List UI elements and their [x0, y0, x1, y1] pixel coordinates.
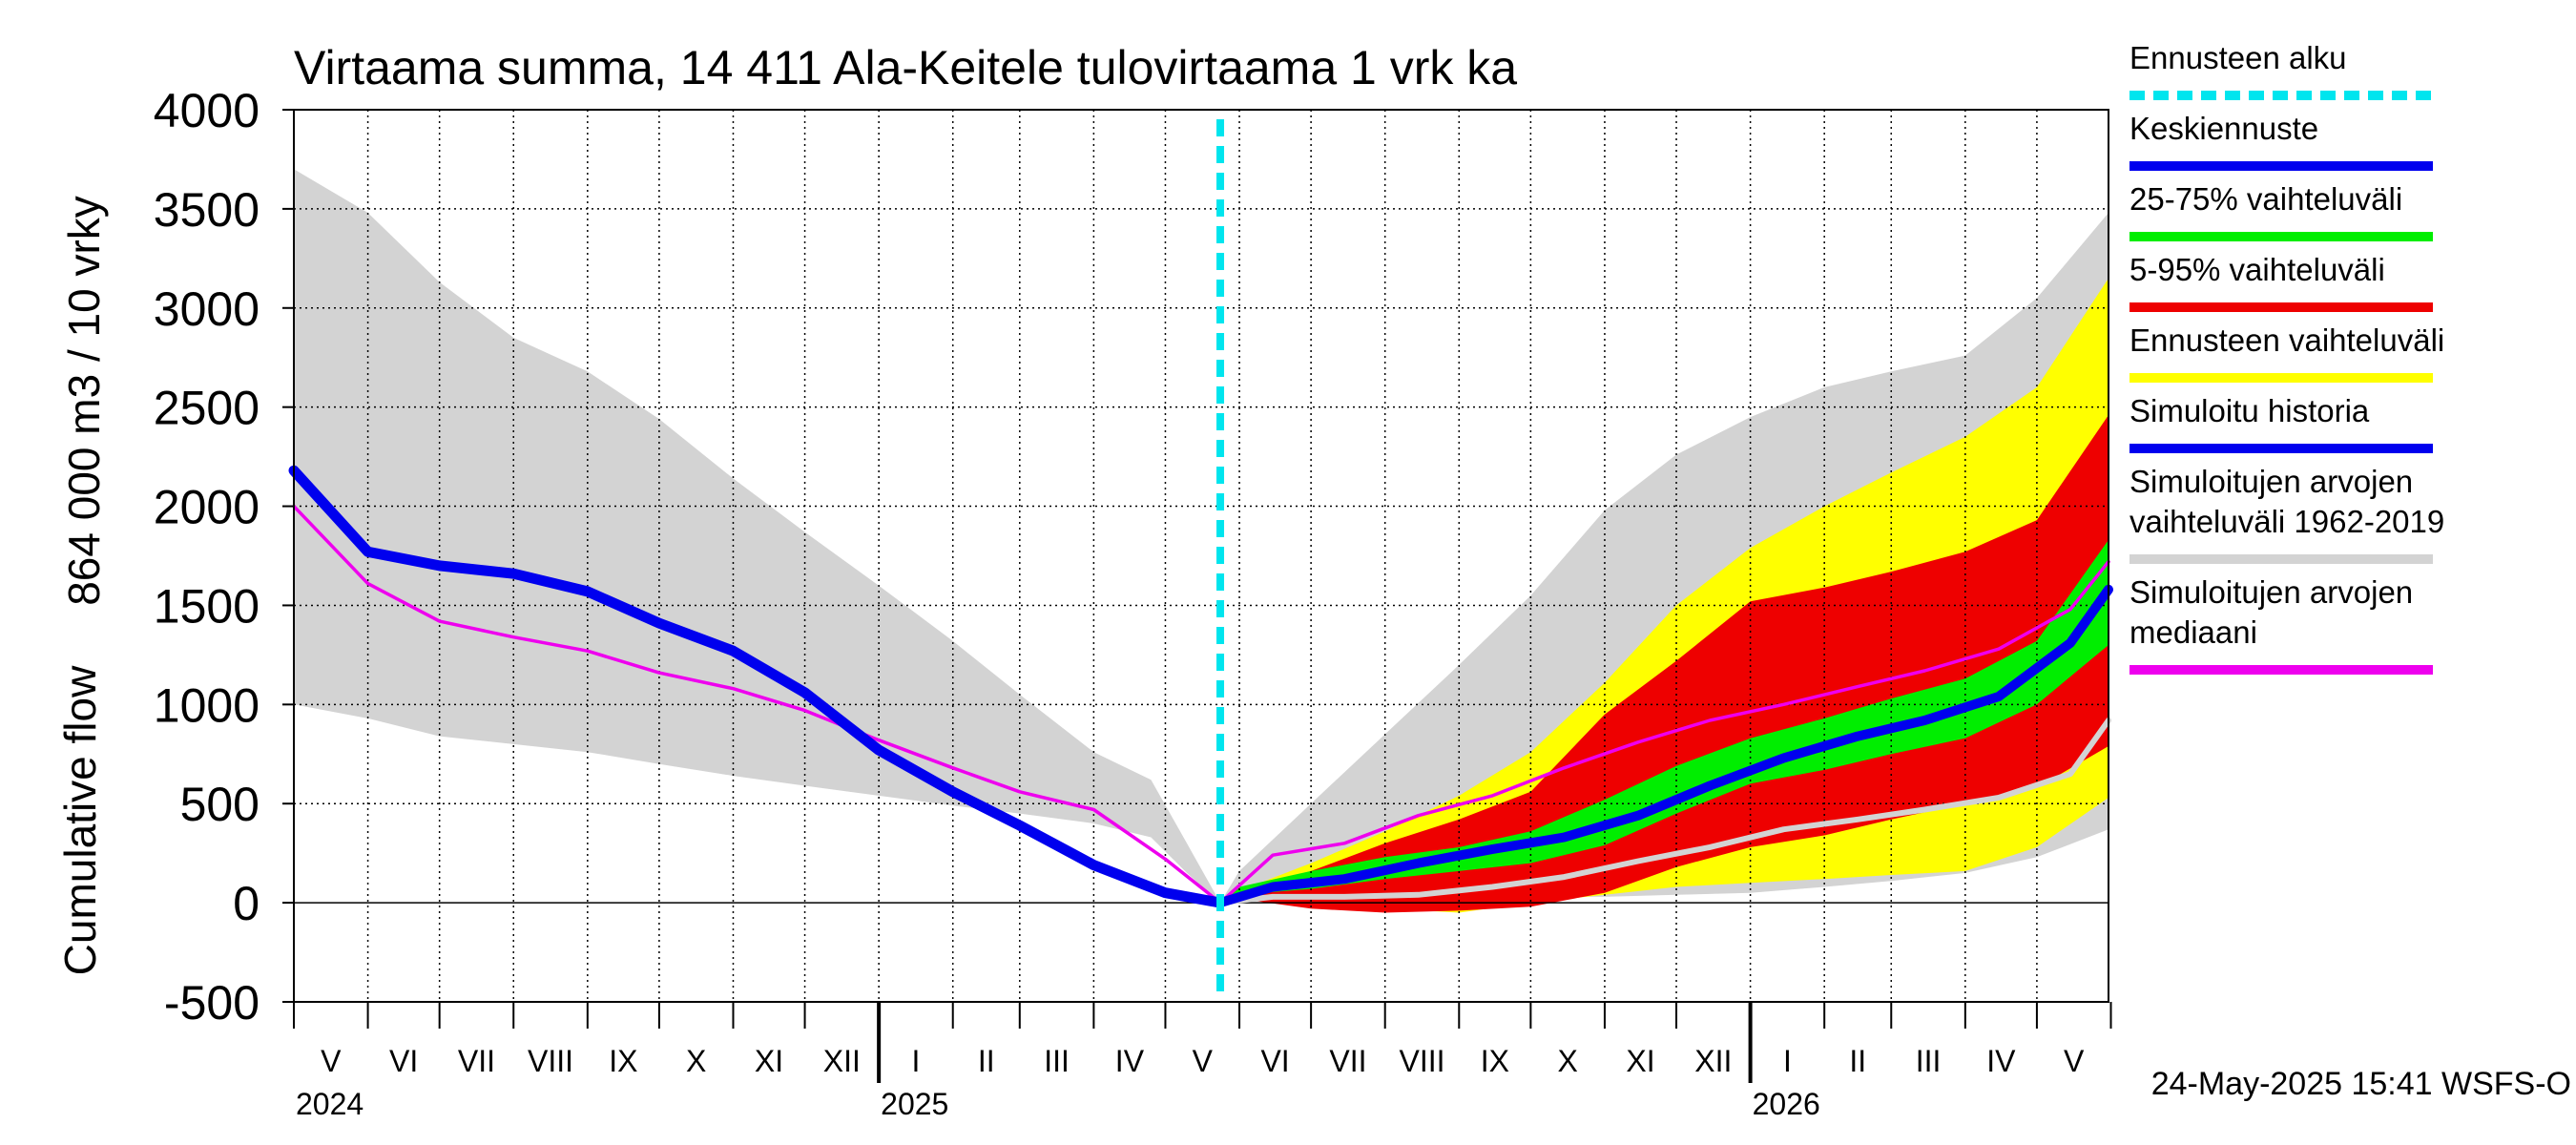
y-tick-label: -500 — [164, 976, 260, 1030]
line-mean-forecast — [1215, 584, 2113, 908]
x-tick-label: IV — [1986, 1044, 2016, 1078]
x-tick-label: II — [978, 1044, 995, 1078]
x-tick-label: I — [1783, 1044, 1792, 1078]
legend-label: mediaani — [2129, 614, 2257, 650]
x-tick-label: X — [1557, 1044, 1577, 1078]
x-tick-label: V — [2064, 1044, 2085, 1078]
y-axis-label-unit: 864 000 m3 / 10 vrky — [59, 196, 109, 606]
year-label: 2025 — [881, 1087, 948, 1121]
x-tick-label: VI — [1260, 1044, 1289, 1078]
x-tick-label: XII — [823, 1044, 861, 1078]
y-tick-label: 1000 — [154, 678, 260, 732]
x-tick-label: VIII — [528, 1044, 573, 1078]
legend: Ennusteen alku Keskiennuste 25-75% vaihtel… — [2129, 40, 2444, 675]
legend-label: 5-95% vaihteluväli — [2129, 252, 2385, 287]
x-tick-label: XII — [1694, 1044, 1732, 1078]
x-tick-label: X — [686, 1044, 706, 1078]
x-tick-label: VII — [1329, 1044, 1366, 1078]
plot-frame — [293, 109, 2109, 1003]
x-tick-label: IV — [1115, 1044, 1145, 1078]
timestamp: 24-May-2025 15:41 WSFS-O — [2151, 1066, 2571, 1102]
y-tick-label: 0 — [233, 877, 260, 930]
y-axis-label-flow: Cumulative flow — [55, 665, 105, 975]
legend-label: Simuloitujen arvojen — [2129, 464, 2413, 499]
legend-item: Simuloitujen arvojen vaihteluväli 1962-20… — [2129, 464, 2444, 564]
band-5-95 — [1220, 415, 2109, 913]
chart-title: Virtaama summa, 14 411 Ala-Keitele tulov… — [294, 41, 1517, 94]
x-tick-label: VII — [458, 1044, 495, 1078]
x-tick-label: XI — [755, 1044, 783, 1078]
plot-area — [288, 110, 2113, 1002]
y-tick-label: 3500 — [154, 183, 260, 237]
legend-label: Simuloitujen arvojen — [2129, 574, 2413, 610]
x-tick-label: V — [1193, 1044, 1214, 1078]
legend-item: 5-95% vaihteluväli — [2129, 252, 2433, 312]
legend-item: 25-75% vaihteluväli — [2129, 181, 2433, 241]
y-tick-label: 500 — [180, 778, 260, 831]
line-simulated-history — [288, 465, 1226, 908]
x-tick-label: V — [321, 1044, 342, 1078]
x-tick-label: III — [1916, 1044, 1942, 1078]
legend-label: Keskiennuste — [2129, 111, 2318, 146]
y-tick-label: 2000 — [154, 481, 260, 534]
legend-item: Simuloitu historia — [2129, 393, 2433, 453]
x-tick-label: II — [1849, 1044, 1866, 1078]
x-tick-label: I — [911, 1044, 920, 1078]
legend-item: Ennusteen alku — [2129, 40, 2433, 100]
year-label: 2026 — [1753, 1087, 1820, 1121]
x-tick-label: XI — [1626, 1044, 1654, 1078]
x-tick-label: IX — [609, 1044, 637, 1078]
x-tick-label: VIII — [1399, 1044, 1444, 1078]
legend-label: 25-75% vaihteluväli — [2129, 181, 2402, 217]
x-tick-label: VI — [389, 1044, 418, 1078]
x-tick-label: III — [1044, 1044, 1070, 1078]
legend-label: Simuloitu historia — [2129, 393, 2370, 428]
y-tick-label: 3000 — [154, 282, 260, 336]
legend-item: Keskiennuste — [2129, 111, 2433, 171]
y-tick-label: 1500 — [154, 579, 260, 633]
x-tick-label: IX — [1481, 1044, 1509, 1078]
legend-label: Ennusteen vaihteluväli — [2129, 323, 2444, 358]
legend-item: Ennusteen vaihteluväli — [2129, 323, 2444, 383]
year-label: 2024 — [296, 1087, 364, 1121]
legend-label: Ennusteen alku — [2129, 40, 2347, 75]
y-tick-label: 4000 — [154, 84, 260, 137]
y-tick-label: 2500 — [154, 382, 260, 435]
legend-item: Simuloitujen arvojen mediaani — [2129, 574, 2433, 675]
legend-label: vaihteluväli 1962-2019 — [2129, 504, 2444, 539]
line-hist-min — [1217, 718, 2111, 906]
